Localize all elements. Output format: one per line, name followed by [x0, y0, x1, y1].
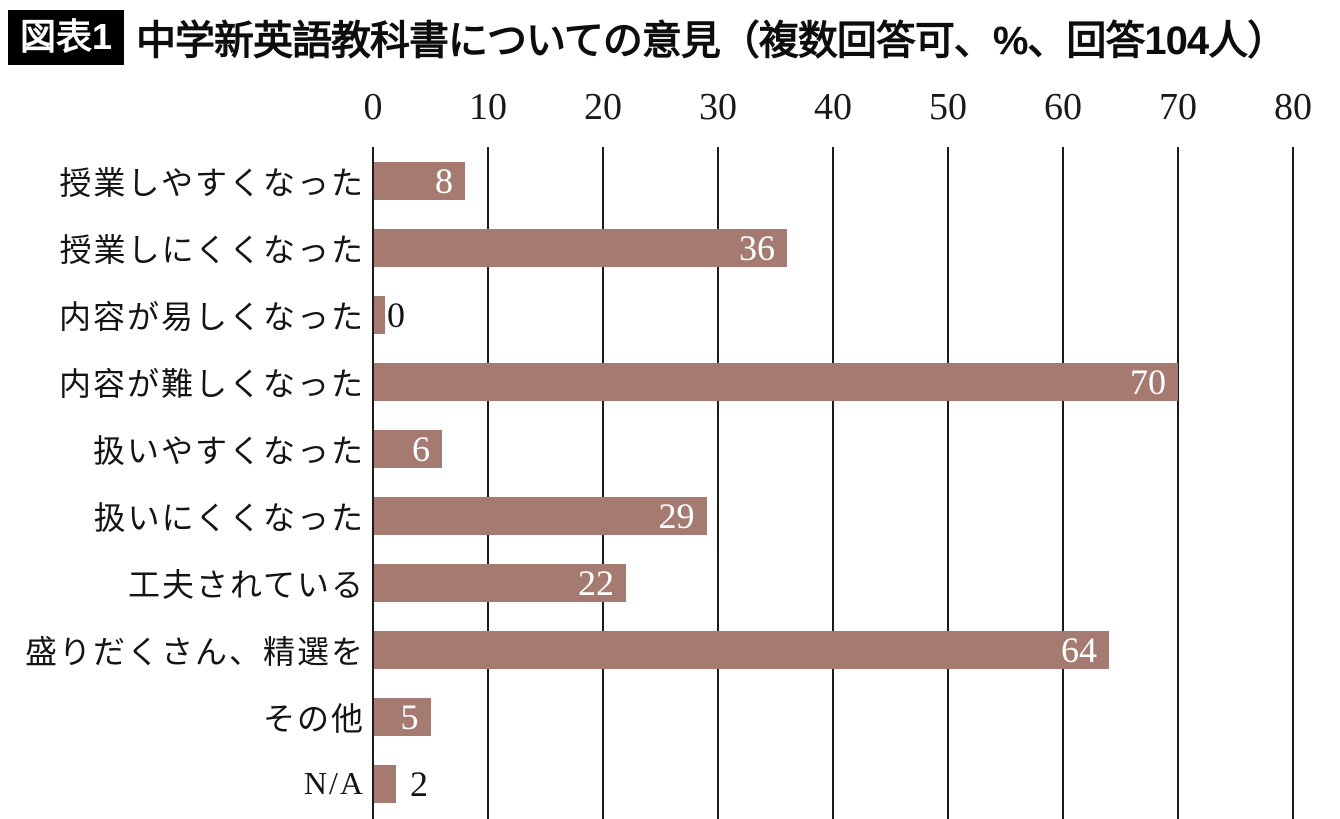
bar: 29: [373, 495, 707, 536]
bar-track: 2: [373, 763, 1293, 804]
gridline: [1177, 147, 1179, 819]
y-axis-line: [372, 147, 374, 819]
x-axis-tick-label: 20: [584, 86, 622, 128]
bar: [373, 295, 385, 334]
figure-header: 図表1 中学新英語教科書についての意見（複数回答可、%、回答104人）: [8, 8, 1287, 66]
x-axis-tick-label: 50: [929, 86, 967, 128]
gridline: [717, 147, 719, 819]
gridline: [602, 147, 604, 819]
bar: [373, 764, 396, 803]
x-axis-tick-label: 60: [1044, 86, 1082, 128]
bar-track: 64: [373, 629, 1293, 670]
gridline: [947, 147, 949, 819]
bar-row: 内容が難しくなった 70: [0, 348, 1340, 415]
category-label: その他: [262, 700, 365, 737]
value-label: 70: [1130, 361, 1166, 402]
bar-row: 内容が易しくなった 0: [0, 281, 1340, 348]
x-axis-tick-label: 10: [469, 86, 507, 128]
x-axis-tick-label: 40: [814, 86, 852, 128]
x-axis-tick-label: 0: [363, 86, 383, 128]
value-label: 22: [578, 562, 614, 603]
category-label: 盛りだくさん、精選を: [24, 633, 365, 670]
bar-track: 70: [373, 361, 1293, 402]
category-label: 内容が易しくなった: [58, 298, 365, 335]
bar-row: 扱いやすくなった 6: [0, 415, 1340, 482]
bar: 64: [373, 629, 1109, 670]
bar-track: 0: [373, 294, 1293, 335]
bar: 5: [373, 696, 431, 737]
category-label: 内容が難しくなった: [58, 365, 365, 402]
bar-row: その他 5: [0, 683, 1340, 750]
x-axis-tick-label: 80: [1274, 86, 1312, 128]
value-label: 6: [412, 428, 430, 469]
bar-row: 扱いにくくなった 29: [0, 482, 1340, 549]
gridline: [487, 147, 489, 819]
bar-track: 29: [373, 495, 1293, 536]
bar: 70: [373, 361, 1178, 402]
bar-track: 5: [373, 696, 1293, 737]
category-label: 授業しにくくなった: [59, 231, 365, 268]
gridline: [1292, 147, 1294, 819]
value-label: 5: [400, 696, 419, 737]
bar-row: 授業しやすくなった 8: [0, 147, 1340, 214]
bar: 8: [373, 160, 465, 201]
bar-track: 8: [373, 160, 1293, 201]
value-label: 0: [387, 294, 405, 335]
chart-title: 中学新英語教科書についての意見（複数回答可、%、回答104人）: [136, 19, 1287, 63]
bar: 36: [373, 227, 787, 268]
bar-row: 工夫されている 22: [0, 549, 1340, 616]
value-label: 64: [1061, 629, 1097, 670]
x-axis-tick-label: 70: [1159, 86, 1197, 128]
bar-track: 6: [373, 428, 1293, 469]
bar-row: 授業しにくくなった 36: [0, 214, 1340, 281]
value-label: 29: [658, 495, 695, 536]
bar-track: 36: [373, 227, 1293, 268]
category-label: 工夫されている: [127, 566, 365, 603]
value-label: 8: [435, 160, 453, 201]
bar-row: 盛りだくさん、精選を 64: [0, 616, 1340, 683]
category-label: N/A: [303, 765, 365, 801]
bar-rows: 授業しやすくなった 8 授業しにくくなった 36 内容が易しくなった 0 内容が難しくなった…: [0, 147, 1340, 817]
bar-row: N/A 2: [0, 750, 1340, 817]
value-label: 2: [410, 763, 428, 804]
bar: 6: [373, 428, 442, 469]
gridline: [1062, 147, 1064, 819]
category-label: 扱いやすくなった: [92, 432, 365, 469]
value-label: 36: [739, 227, 775, 268]
category-label: 扱いにくくなった: [93, 499, 365, 536]
bar-track: 22: [373, 562, 1293, 603]
figure-label-badge: 図表1: [8, 9, 125, 65]
gridline: [832, 147, 834, 819]
x-axis-tick-label: 30: [699, 86, 737, 128]
bar: 22: [373, 562, 626, 603]
category-label: 授業しやすくなった: [59, 164, 365, 201]
